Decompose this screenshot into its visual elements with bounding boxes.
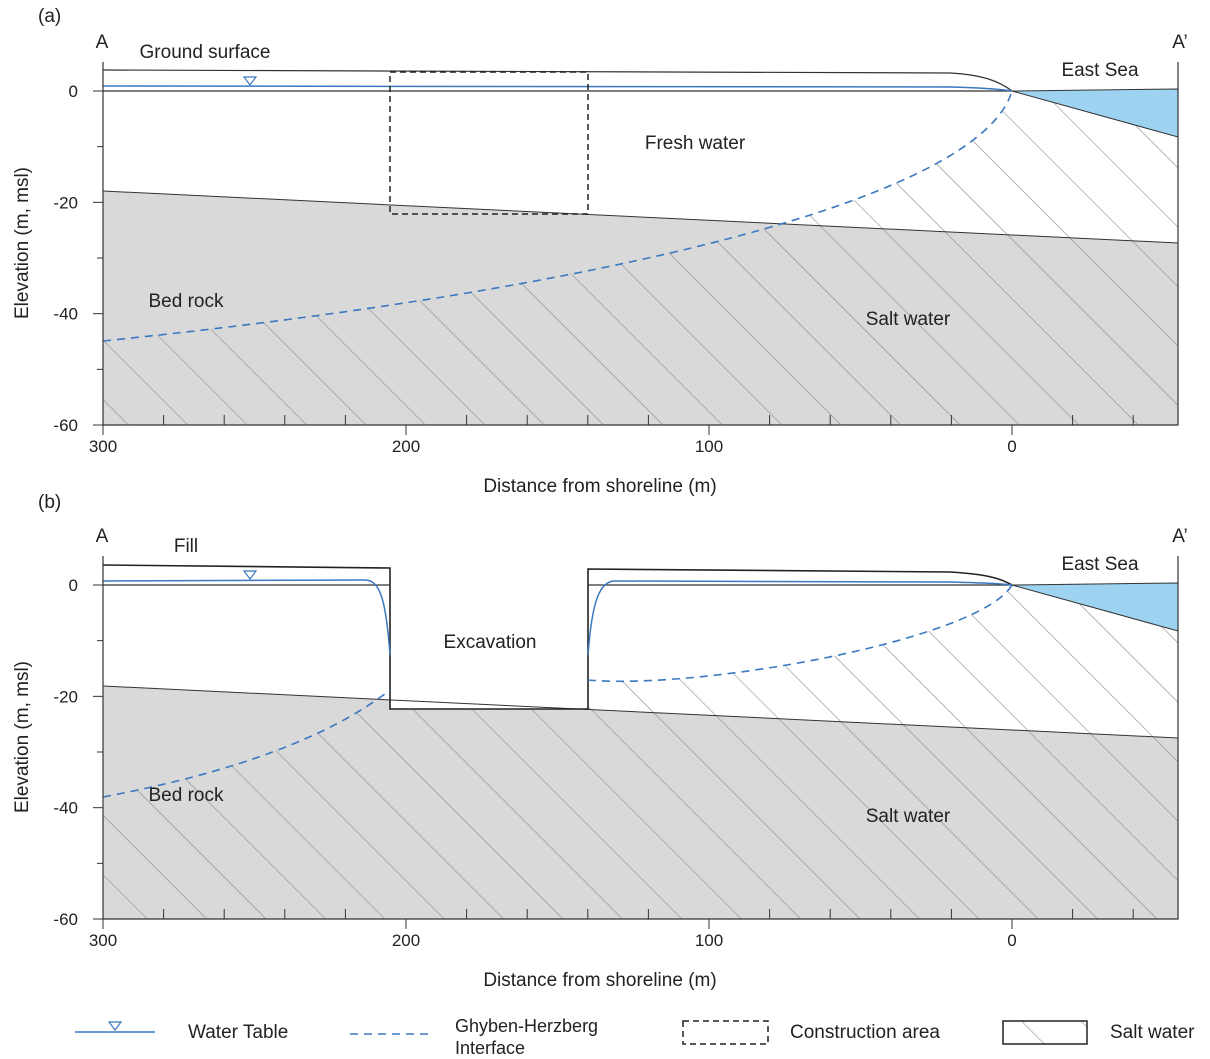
x-tick-label: 100 bbox=[695, 931, 723, 950]
section-end: A’ bbox=[1172, 32, 1187, 53]
section-end: A bbox=[96, 32, 109, 53]
region-label: East Sea bbox=[1061, 60, 1139, 81]
section-end: A’ bbox=[1172, 526, 1187, 547]
legend: Water Table Construction area Salt water bbox=[75, 1021, 1195, 1044]
y-tick-label: 0 bbox=[69, 82, 78, 101]
x-axis-title: Distance from shoreline (m) bbox=[483, 970, 716, 991]
diagram: Water Table Construction area Salt water… bbox=[0, 0, 1210, 1059]
legend-label: Water Table bbox=[188, 1022, 288, 1043]
panel-b bbox=[103, 556, 1178, 919]
y-tick-label: -60 bbox=[53, 416, 78, 435]
legend-water-table-symbol bbox=[109, 1022, 121, 1030]
panel-a bbox=[103, 62, 1178, 425]
construction-area bbox=[390, 72, 588, 214]
ground-surface bbox=[103, 70, 1012, 91]
section-end: A bbox=[96, 526, 109, 547]
y-tick-label: -40 bbox=[53, 305, 78, 324]
legend-label: Ghyben-Herzberg Interface bbox=[455, 1015, 625, 1059]
legend-label: Salt water bbox=[1110, 1022, 1195, 1043]
panel-label: (b) bbox=[38, 492, 61, 513]
x-tick-label: 0 bbox=[1007, 437, 1016, 456]
region-label: Salt water bbox=[866, 806, 951, 827]
region-label: Bed rock bbox=[149, 785, 224, 806]
panel-label: (a) bbox=[38, 6, 61, 27]
y-tick-label: 0 bbox=[69, 576, 78, 595]
region-label: Bed rock bbox=[149, 291, 224, 312]
y-tick-label: -20 bbox=[53, 687, 78, 706]
x-axis-title: Distance from shoreline (m) bbox=[483, 476, 716, 497]
region-label: East Sea bbox=[1061, 554, 1139, 575]
figure: Water Table Construction area Salt water… bbox=[0, 0, 1210, 1059]
water-table-symbol bbox=[244, 77, 256, 85]
y-axis-title: Elevation (m, msl) bbox=[12, 167, 33, 319]
legend-construction bbox=[683, 1021, 768, 1044]
x-tick-label: 0 bbox=[1007, 931, 1016, 950]
x-tick-label: 100 bbox=[695, 437, 723, 456]
region-label: Excavation bbox=[444, 632, 537, 653]
region-label: Fill bbox=[174, 536, 198, 557]
x-tick-label: 200 bbox=[392, 437, 420, 456]
region-label: Fresh water bbox=[645, 133, 746, 154]
y-tick-label: -20 bbox=[53, 193, 78, 212]
water-table-symbol bbox=[244, 571, 256, 579]
water-table bbox=[103, 86, 1012, 91]
water-table bbox=[103, 580, 390, 655]
region-label: Ground surface bbox=[140, 42, 271, 63]
legend-salt-water bbox=[1003, 1021, 1087, 1044]
x-tick-label: 300 bbox=[89, 437, 117, 456]
y-axis-title: Elevation (m, msl) bbox=[12, 661, 33, 813]
x-tick-label: 300 bbox=[89, 931, 117, 950]
y-tick-label: -60 bbox=[53, 910, 78, 929]
legend-label: Construction area bbox=[790, 1022, 940, 1043]
region-label: Salt water bbox=[866, 309, 951, 330]
y-tick-label: -40 bbox=[53, 799, 78, 818]
x-tick-label: 200 bbox=[392, 931, 420, 950]
